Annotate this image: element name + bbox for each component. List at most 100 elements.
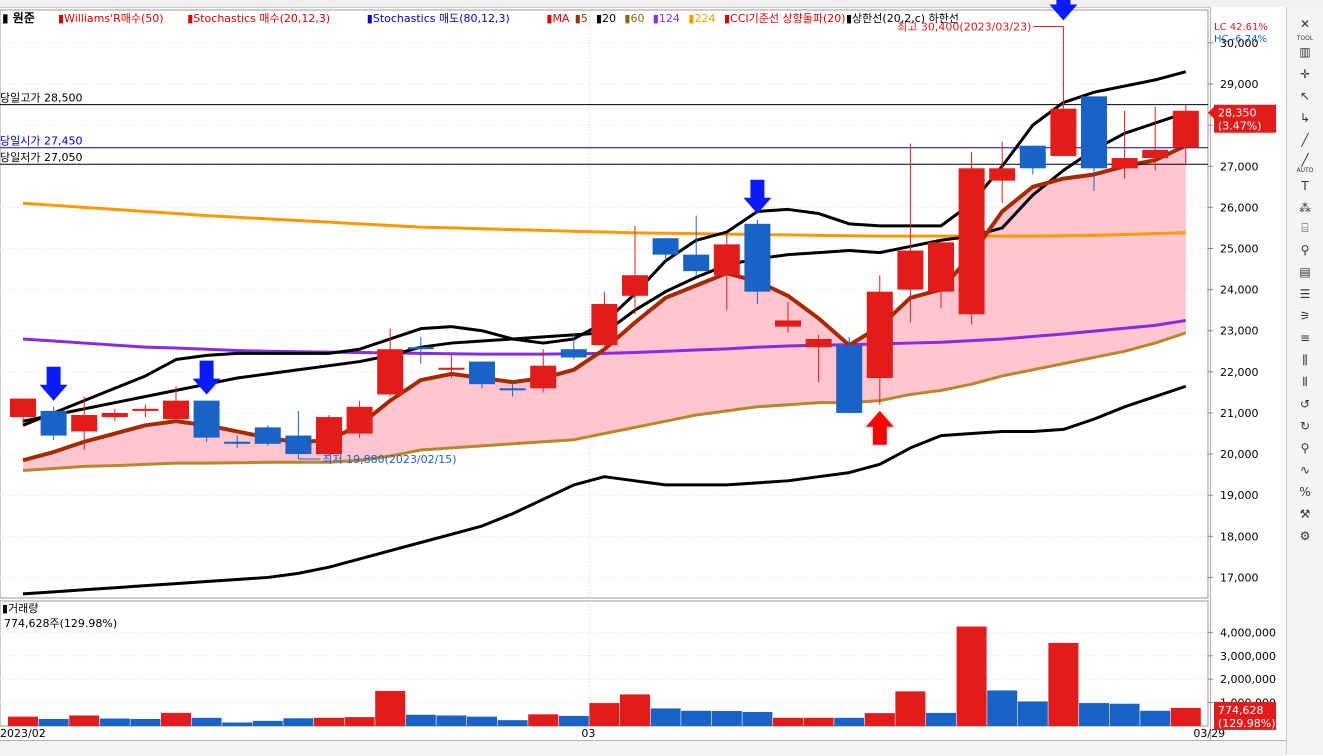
drawing-toolbar: ✕ TOOL ▥ ✛ ↖ ↳ ╱ ╱ AUTO T ⁂ ⌸ ⚲ ▤ ☰ ⚞ ≡ …	[1286, 7, 1323, 755]
volume-bar	[528, 714, 559, 726]
volume-bar	[711, 711, 742, 726]
candle-body	[530, 365, 557, 389]
sell-signal-arrow	[192, 360, 221, 395]
candle-body	[1172, 110, 1199, 148]
volume-bar	[99, 718, 130, 726]
cursor-icon[interactable]: ↳	[1299, 111, 1311, 125]
volume-bar	[834, 717, 865, 726]
text-icon[interactable]: T	[1301, 179, 1309, 193]
volume-bar	[1017, 701, 1048, 726]
volume-bar	[8, 716, 38, 726]
volume-bar	[1109, 703, 1140, 726]
price-tick-label: 21,000	[1220, 407, 1259, 420]
legend-entry: ▮Stochastics 매도(80,12,3)	[367, 12, 510, 25]
volume-bar	[803, 717, 834, 726]
candle-body	[928, 242, 954, 292]
x-tick-label: 03	[581, 727, 595, 740]
toolbar-auto-label: AUTO	[1296, 167, 1314, 174]
tools-icon[interactable]: ⚒	[1299, 507, 1311, 521]
candle-body	[989, 168, 1016, 181]
volume-bar	[405, 714, 436, 726]
document-icon[interactable]: ▤	[1299, 265, 1311, 279]
settings-icon[interactable]: ⚙	[1299, 529, 1311, 543]
volume-bar	[987, 690, 1018, 726]
undo-icon[interactable]: ↺	[1299, 397, 1311, 411]
candle-body	[10, 398, 36, 418]
scroll-strip[interactable]	[0, 740, 1286, 756]
sell-signal-arrow	[39, 366, 68, 401]
list-icon[interactable]: ☰	[1299, 287, 1311, 301]
wave-icon[interactable]: ∿	[1299, 463, 1311, 477]
candle-body	[805, 338, 832, 348]
x-tick-label: 2023/02	[0, 727, 46, 740]
line-icon[interactable]: ╱	[1301, 133, 1309, 147]
legend-entry: ▮Williams'R매수(50)	[58, 12, 164, 25]
line-tool-icon[interactable]: ╱	[1301, 153, 1309, 167]
toolbar-tool-label: TOOL	[1296, 35, 1314, 42]
stock-name-label: ▮ 원준	[2, 11, 35, 25]
price-tick-label: 20,000	[1220, 448, 1259, 461]
candle-body	[316, 417, 342, 455]
percent-icon[interactable]: %	[1299, 485, 1311, 499]
zoom-icon[interactable]: ⚲	[1300, 243, 1310, 257]
pattern-icon[interactable]: ⚞	[1299, 309, 1311, 323]
candle-body	[1111, 158, 1138, 169]
candle-icon[interactable]: ⌸	[1301, 221, 1309, 235]
price-level-label: 당일저가 27,050	[0, 150, 82, 164]
candle-body	[469, 361, 495, 385]
volume-bar	[1170, 707, 1201, 726]
price-tick-label: 27,000	[1220, 160, 1259, 173]
volume-bar	[497, 720, 528, 726]
candle-body	[101, 412, 128, 418]
candle-body	[836, 345, 863, 413]
close-icon[interactable]: ✕	[1299, 17, 1311, 31]
sell-signal-arrow	[743, 179, 772, 214]
legend-entry: ▮상한선(20,2,c) 하한선	[846, 11, 959, 25]
equal-icon[interactable]: ≡	[1299, 331, 1311, 345]
price-tick-label: 23,000	[1220, 325, 1259, 338]
bars-icon[interactable]: ⫼	[1302, 353, 1308, 367]
legend-entry: ▮60	[624, 12, 644, 25]
price-tick-label: 18,000	[1220, 530, 1259, 543]
candle-body	[622, 275, 648, 296]
legend-entry: ▮224	[688, 12, 715, 25]
candle-body	[163, 400, 189, 420]
volume-bar	[436, 715, 467, 726]
arrow-icon[interactable]: ↖	[1299, 89, 1311, 103]
volume-bar	[252, 720, 283, 726]
bars2-icon[interactable]: ⫴	[1302, 375, 1308, 389]
candle-body	[652, 238, 679, 255]
legend-entry: ▮20	[596, 12, 616, 25]
volume-tick-label: 2,000,000	[1220, 673, 1276, 686]
candle-body	[438, 367, 465, 370]
current-price-label: 28,350	[1218, 107, 1257, 120]
candle-body	[499, 388, 526, 391]
candle-body	[1081, 96, 1107, 169]
candlestick-chart[interactable]: 17,000 18,000 19,000 20,000 21,000 22,000 23,0…	[0, 0, 1286, 740]
candle-body	[377, 349, 404, 395]
current-price-pointer	[1208, 106, 1214, 119]
volume-bar	[1079, 703, 1109, 726]
volume-bar	[926, 712, 956, 726]
price-tick-label: 29,000	[1220, 78, 1259, 91]
sell-signal-arrow	[1049, 0, 1078, 21]
crosshair-icon[interactable]: ✛	[1299, 67, 1311, 81]
volume-bar	[467, 716, 497, 726]
candle-body	[285, 435, 312, 455]
legend-entry: ▮5	[575, 12, 588, 25]
volume-bar	[558, 715, 589, 726]
current-volume-box	[1214, 701, 1276, 730]
redo-icon[interactable]: ↻	[1299, 419, 1311, 433]
volume-bar	[589, 703, 620, 726]
lc-label: LC 42.61%	[1214, 22, 1268, 33]
low-annotation: 최저 19,880(2023/02/15)	[322, 453, 456, 466]
price-tick-label: 25,000	[1220, 242, 1259, 255]
volume-bar	[1140, 710, 1171, 726]
all-icon[interactable]: ⁂	[1299, 201, 1311, 215]
candle-body	[346, 406, 373, 434]
bar-chart-icon[interactable]: ▥	[1299, 45, 1311, 59]
volume-bar	[283, 718, 314, 726]
volume-bar	[191, 717, 222, 726]
magnifier-icon[interactable]: ⚲	[1300, 441, 1310, 455]
volume-summary: 774,628주(129.98%)	[4, 617, 117, 630]
